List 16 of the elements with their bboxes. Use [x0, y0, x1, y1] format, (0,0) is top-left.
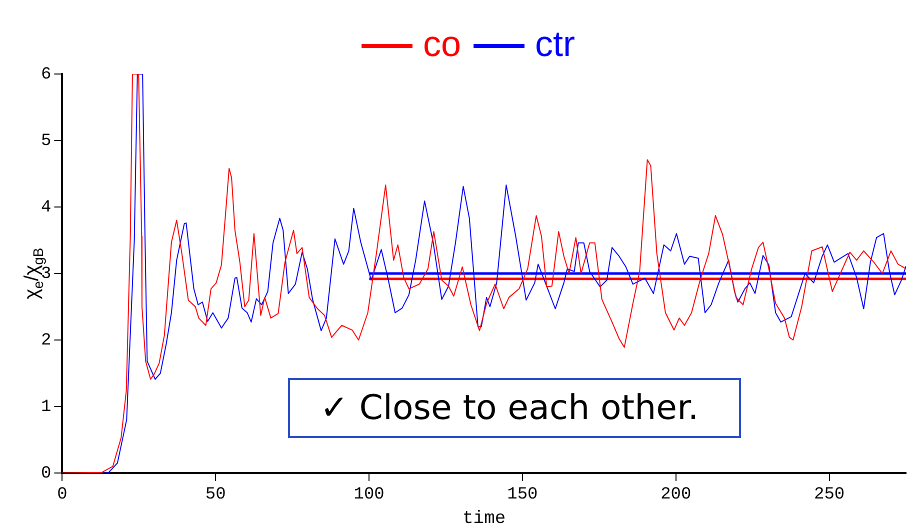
x-tick-label: 200: [660, 486, 692, 505]
annotation: ✓ Close to each other.: [288, 378, 741, 438]
x-tick-label: 250: [814, 486, 845, 505]
y-tick-label: 4: [41, 198, 52, 218]
x-axis-title: time: [462, 508, 506, 529]
x-tick-label: 50: [205, 486, 226, 505]
x-tick-label: 0: [57, 486, 68, 505]
x-tick-label: 150: [507, 486, 538, 505]
x-tick-label: 100: [354, 486, 384, 505]
y-tick-label: 5: [41, 132, 52, 151]
legend-label: ctr: [535, 22, 576, 64]
y-tick-label: 2: [41, 332, 52, 350]
y-tick-label: 6: [41, 66, 52, 84]
y-tick-label: 1: [41, 398, 52, 417]
legend-label: co: [422, 22, 462, 64]
y-tick-label: 0: [41, 464, 52, 484]
